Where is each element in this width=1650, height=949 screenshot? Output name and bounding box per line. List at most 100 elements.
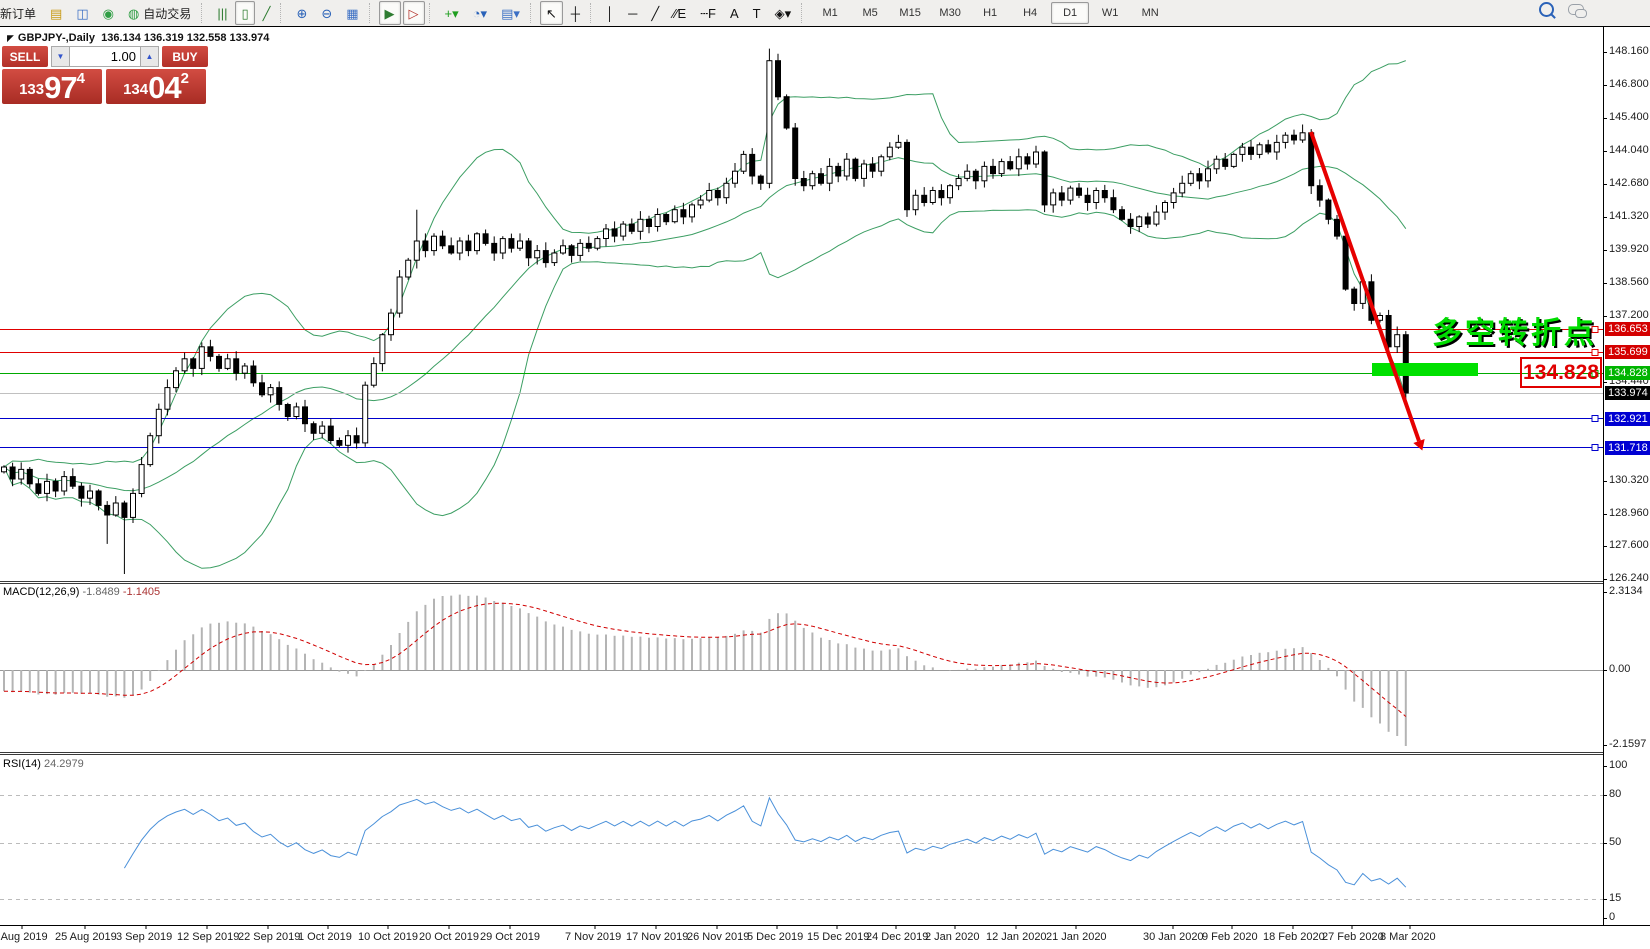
horizontal-line-icon[interactable]: ─: [622, 1, 643, 25]
price-axis-label: 145.400: [1609, 111, 1649, 123]
auto-trading-button[interactable]: ◍ 自动交易: [122, 1, 197, 25]
history-center-icon[interactable]: ▤: [44, 1, 68, 25]
arrows-icon: ◈▾: [774, 5, 792, 21]
timeframe-mn[interactable]: MN: [1141, 7, 1159, 19]
timeframe-m5[interactable]: M5: [862, 7, 878, 19]
date-axis-label: 5 Dec 2019: [747, 931, 804, 943]
toolbar-separator: [201, 3, 207, 23]
text-icon[interactable]: A: [724, 1, 745, 25]
line-chart-icon[interactable]: ╱: [257, 1, 277, 25]
toolbar-separator: [529, 3, 536, 23]
date-axis-label: 17 Nov 2019: [626, 931, 689, 943]
timeframe-h1[interactable]: H1: [983, 7, 998, 19]
periods-icon[interactable]: ◔▾: [467, 1, 493, 25]
add-indicator-icon: +▾: [444, 5, 459, 21]
trend-arrow-line[interactable]: [1309, 131, 1421, 442]
zoom-in-icon[interactable]: ⊕: [290, 1, 313, 25]
label-icon[interactable]: T: [747, 1, 767, 25]
toolbar-separator: [801, 3, 807, 23]
date-axis-label: 9 Feb 2020: [1202, 931, 1258, 943]
timeframe-m30[interactable]: M30: [939, 7, 961, 19]
date-axis-label: 22 Sep 2019: [238, 931, 301, 943]
candlestick-chart-icon[interactable]: ▯: [235, 1, 255, 25]
date-axis-label: 20 Oct 2019: [419, 931, 479, 943]
line-handle[interactable]: [1591, 444, 1599, 451]
horizontal-line-icon: ─: [628, 5, 638, 21]
price-axis-tag-134.828: 134.828: [1605, 366, 1650, 380]
template-icon[interactable]: ▤▾: [495, 1, 526, 25]
price-axis-tag-135.699: 135.699: [1605, 345, 1650, 359]
volume-decrease-button[interactable]: ▼: [51, 46, 70, 67]
bollinger-bands: [3, 60, 1407, 569]
date-axis-label: 2 Jan 2020: [925, 931, 980, 943]
template-icon: ▤▾: [501, 5, 520, 21]
tile-windows-icon[interactable]: ▦: [340, 1, 364, 25]
price-axis-label: 126.240: [1609, 572, 1649, 584]
rsi-axis-label: 50: [1609, 836, 1622, 848]
rsi-value: 24.2979: [43, 758, 84, 770]
arrows-icon[interactable]: ◈▾: [769, 1, 798, 25]
turning-point-annotation[interactable]: 多空转折点: [1432, 317, 1597, 350]
macd-axis-label: 2.3134: [1609, 585, 1643, 597]
line-handle[interactable]: [1591, 326, 1599, 333]
volume-increase-button[interactable]: ▲: [140, 46, 159, 67]
new-order-button[interactable]: 新订单: [0, 1, 42, 25]
green-highlight-bar[interactable]: [1372, 363, 1478, 376]
price-axis-tag-133.974: 133.974: [1605, 386, 1650, 400]
add-indicator-icon[interactable]: +▾: [439, 1, 465, 25]
search-icon[interactable]: [1539, 2, 1554, 17]
channel-icon[interactable]: ⁄⁄E: [667, 1, 692, 25]
chat-icon[interactable]: [1568, 4, 1587, 18]
cursor-icon[interactable]: ↖: [539, 1, 563, 25]
macd-main-value: -1.8489: [82, 586, 120, 598]
vertical-line-icon[interactable]: │: [600, 1, 620, 25]
price-axis-label: 146.800: [1609, 78, 1649, 90]
timeframe-m15[interactable]: M15: [899, 7, 921, 19]
toolbar-separator: [280, 3, 286, 23]
macd-histogram: [3, 594, 1407, 746]
main-toolbar: 新订单 ▤ ◫ ◉ ◍ 自动交易 ||| ▯ ╱ ⊕ ⊖ ▦ ▶ ▷ +▾ ◔▾ ▤▾ ↖ ┼ │ ─ ╱ ⁄⁄E ┄F A T ◈…: [0, 0, 1650, 27]
date-axis-label: 24 Dec 2019: [866, 931, 929, 943]
symbol-period-label: GBPJPY-,Daily: [17, 32, 95, 44]
line-handle[interactable]: [1591, 415, 1599, 422]
date-axis-label: 29 Oct 2019: [480, 931, 540, 943]
crosshair-icon[interactable]: ┼: [565, 1, 586, 25]
periods-icon: ◔▾: [472, 5, 488, 21]
fibonacci-icon[interactable]: ┄F: [694, 1, 722, 25]
date-axis-label: 18 Feb 2020: [1263, 931, 1325, 943]
trendline-icon: ╱: [651, 5, 660, 21]
line-handle[interactable]: [1591, 349, 1599, 356]
signals-icon: ◉: [102, 5, 114, 21]
toolbar-separator: [368, 3, 375, 23]
date-axis-label: 3 Sep 2019: [116, 931, 173, 943]
date-axis-label: 10 Oct 2019: [358, 931, 418, 943]
line-handle[interactable]: [1591, 370, 1599, 377]
timeframe-d1[interactable]: D1: [1051, 2, 1090, 24]
ohlc-values: 136.134 136.319 132.558 133.974: [101, 32, 270, 44]
sell-button[interactable]: SELL: [2, 46, 48, 67]
rsi-axis-label: 100: [1609, 759, 1628, 771]
chart-shift-icon[interactable]: ▷: [402, 1, 425, 25]
bar-chart-icon: |||: [217, 5, 228, 21]
buy-button[interactable]: BUY: [162, 46, 208, 67]
signals-icon[interactable]: ◉: [97, 1, 120, 25]
sell-price-button[interactable]: 133 97 4: [2, 69, 102, 104]
buy-price-button[interactable]: 134 04 2: [106, 69, 206, 104]
profile-icon[interactable]: ◫: [70, 1, 94, 25]
date-axis-label: 1 Oct 2019: [298, 931, 352, 943]
trendline-icon[interactable]: ╱: [645, 1, 665, 25]
rsi-axis-label: 0: [1609, 911, 1616, 923]
sell-price-point: 4: [76, 70, 85, 87]
price-callout-box[interactable]: 134.828: [1520, 357, 1602, 388]
timeframe-h4[interactable]: H4: [1023, 7, 1038, 19]
bar-chart-icon[interactable]: |||: [211, 1, 233, 25]
timeframe-m1[interactable]: M1: [822, 7, 838, 19]
channel-icon: ⁄⁄E: [673, 5, 687, 21]
volume-input[interactable]: [70, 46, 140, 67]
auto-scroll-icon[interactable]: ▶: [378, 1, 401, 25]
price-axis-tag-132.921: 132.921: [1605, 412, 1650, 426]
zoom-out-icon[interactable]: ⊖: [315, 1, 338, 25]
timeframe-w1[interactable]: W1: [1101, 7, 1119, 19]
price-axis-label: 139.920: [1609, 243, 1649, 255]
